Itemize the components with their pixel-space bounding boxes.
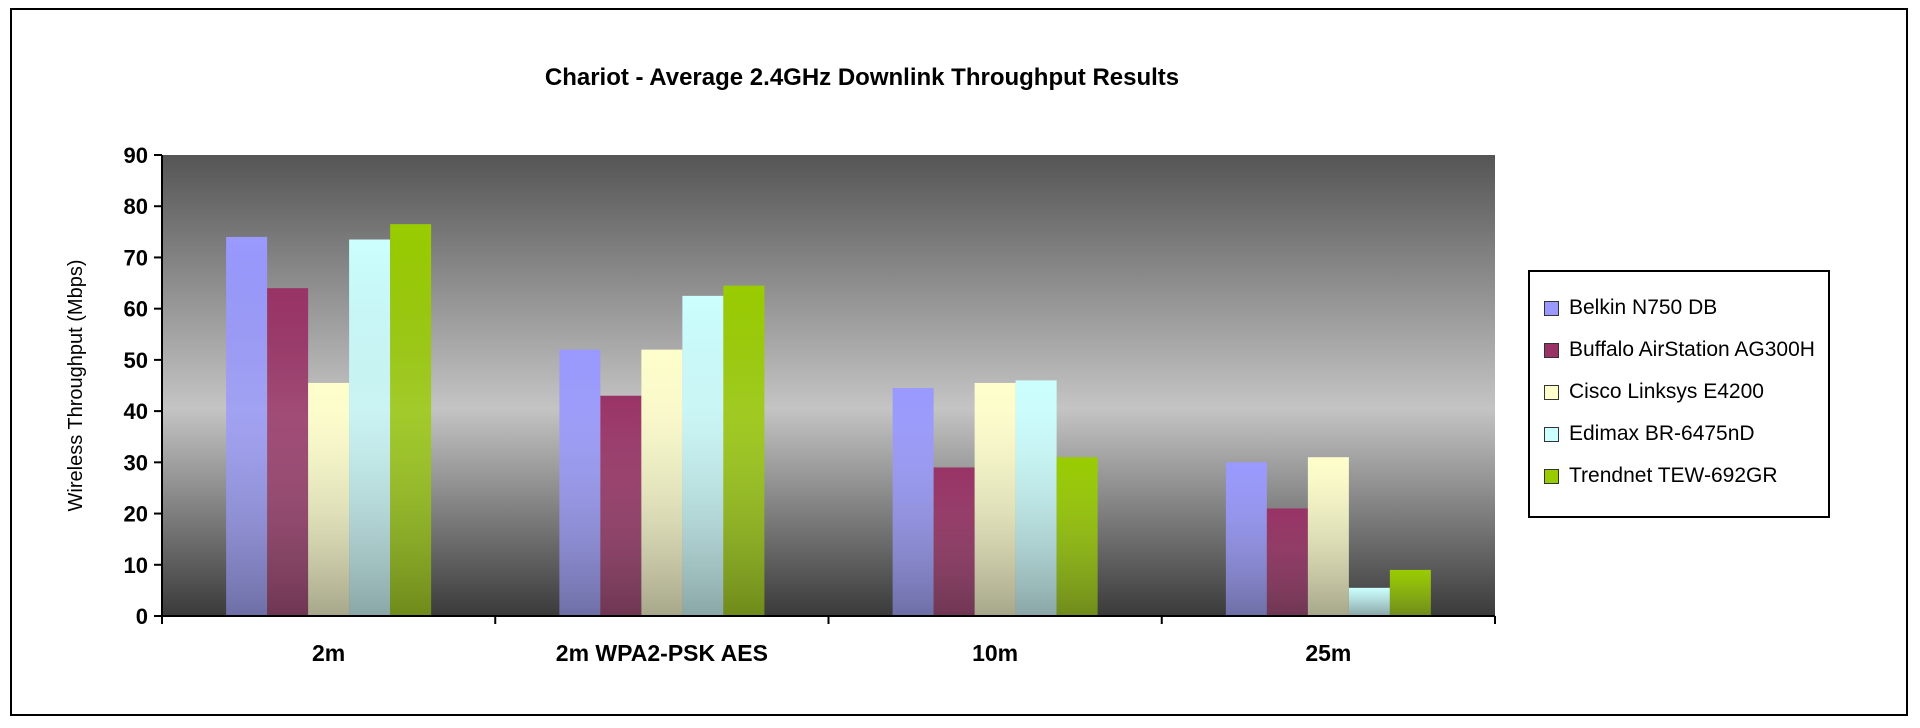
bar-buffalo-airstation-ag300h-2m-wpa2-psk-aes <box>600 395 642 616</box>
legend-swatch <box>1544 384 1559 400</box>
legend-item: Cisco Linksys E4200 <box>1544 374 1764 410</box>
bar-cisco-linksys-e4200-2m <box>308 382 350 616</box>
legend-swatch <box>1544 426 1559 442</box>
bar-edimax-br-6475nd-10m <box>1015 380 1057 616</box>
bar-belkin-n750-db-2m <box>226 236 268 616</box>
bar-edimax-br-6475nd-2m <box>349 239 391 616</box>
x-tick-label: 10m <box>972 640 1018 666</box>
bar-buffalo-airstation-ag300h-25m <box>1266 508 1308 616</box>
legend-label: Cisco Linksys E4200 <box>1569 380 1764 403</box>
bar-trendnet-tew-692gr-2m <box>390 224 432 616</box>
y-tick-label: 80 <box>124 194 148 219</box>
y-tick-label: 30 <box>124 450 148 475</box>
bar-buffalo-airstation-ag300h-10m <box>933 467 975 616</box>
legend: Belkin N750 DB Buffalo AirStation AG300H C… <box>1528 270 1830 518</box>
legend-item: Edimax BR-6475nD <box>1544 416 1755 452</box>
bar-cisco-linksys-e4200-2m-wpa2-psk-aes <box>641 349 683 616</box>
legend-swatch <box>1544 300 1559 316</box>
bar-belkin-n750-db-10m <box>892 388 934 616</box>
y-tick-label: 70 <box>124 245 148 270</box>
y-tick-label: 0 <box>136 604 148 629</box>
x-tick-label: 2m <box>312 640 345 666</box>
y-tick-label: 20 <box>124 502 148 527</box>
legend-label: Edimax BR-6475nD <box>1569 422 1755 445</box>
y-tick-label: 50 <box>124 348 148 373</box>
bar-buffalo-airstation-ag300h-2m <box>267 288 309 616</box>
y-tick-label: 90 <box>124 143 148 168</box>
bar-trendnet-tew-692gr-10m <box>1056 457 1098 616</box>
chart-title: Chariot - Average 2.4GHz Downlink Throug… <box>545 64 1179 91</box>
bar-trendnet-tew-692gr-25m <box>1389 569 1431 616</box>
legend-item: Belkin N750 DB <box>1544 290 1717 326</box>
legend-item: Buffalo AirStation AG300H <box>1544 332 1815 368</box>
x-tick-label: 25m <box>1305 640 1351 666</box>
bar-trendnet-tew-692gr-2m-wpa2-psk-aes <box>723 285 765 616</box>
bar-belkin-n750-db-2m-wpa2-psk-aes <box>559 349 601 616</box>
x-tick-label: 2m WPA2-PSK AES <box>556 640 768 666</box>
chart-svg: Chariot - Average 2.4GHz Downlink Throug… <box>65 64 1496 666</box>
legend-swatch <box>1544 468 1559 484</box>
y-tick-label: 60 <box>124 297 148 322</box>
legend-item: Trendnet TEW-692GR <box>1544 458 1778 494</box>
legend-label: Buffalo AirStation AG300H <box>1569 338 1815 361</box>
bar-cisco-linksys-e4200-10m <box>974 382 1016 616</box>
chart-frame: Chariot - Average 2.4GHz Downlink Throug… <box>10 8 1908 716</box>
bar-belkin-n750-db-25m <box>1225 462 1267 616</box>
legend-swatch <box>1544 342 1559 358</box>
bar-cisco-linksys-e4200-25m <box>1307 457 1349 616</box>
bar-edimax-br-6475nd-2m-wpa2-psk-aes <box>682 295 724 616</box>
bar-edimax-br-6475nd-25m <box>1348 587 1390 616</box>
legend-label: Belkin N750 DB <box>1569 296 1718 319</box>
y-tick-label: 10 <box>124 553 148 578</box>
legend-label: Trendnet TEW-692GR <box>1569 464 1778 487</box>
y-tick-label: 40 <box>124 399 148 424</box>
y-axis-label: Wireless Throughput (Mbps) <box>65 260 87 512</box>
